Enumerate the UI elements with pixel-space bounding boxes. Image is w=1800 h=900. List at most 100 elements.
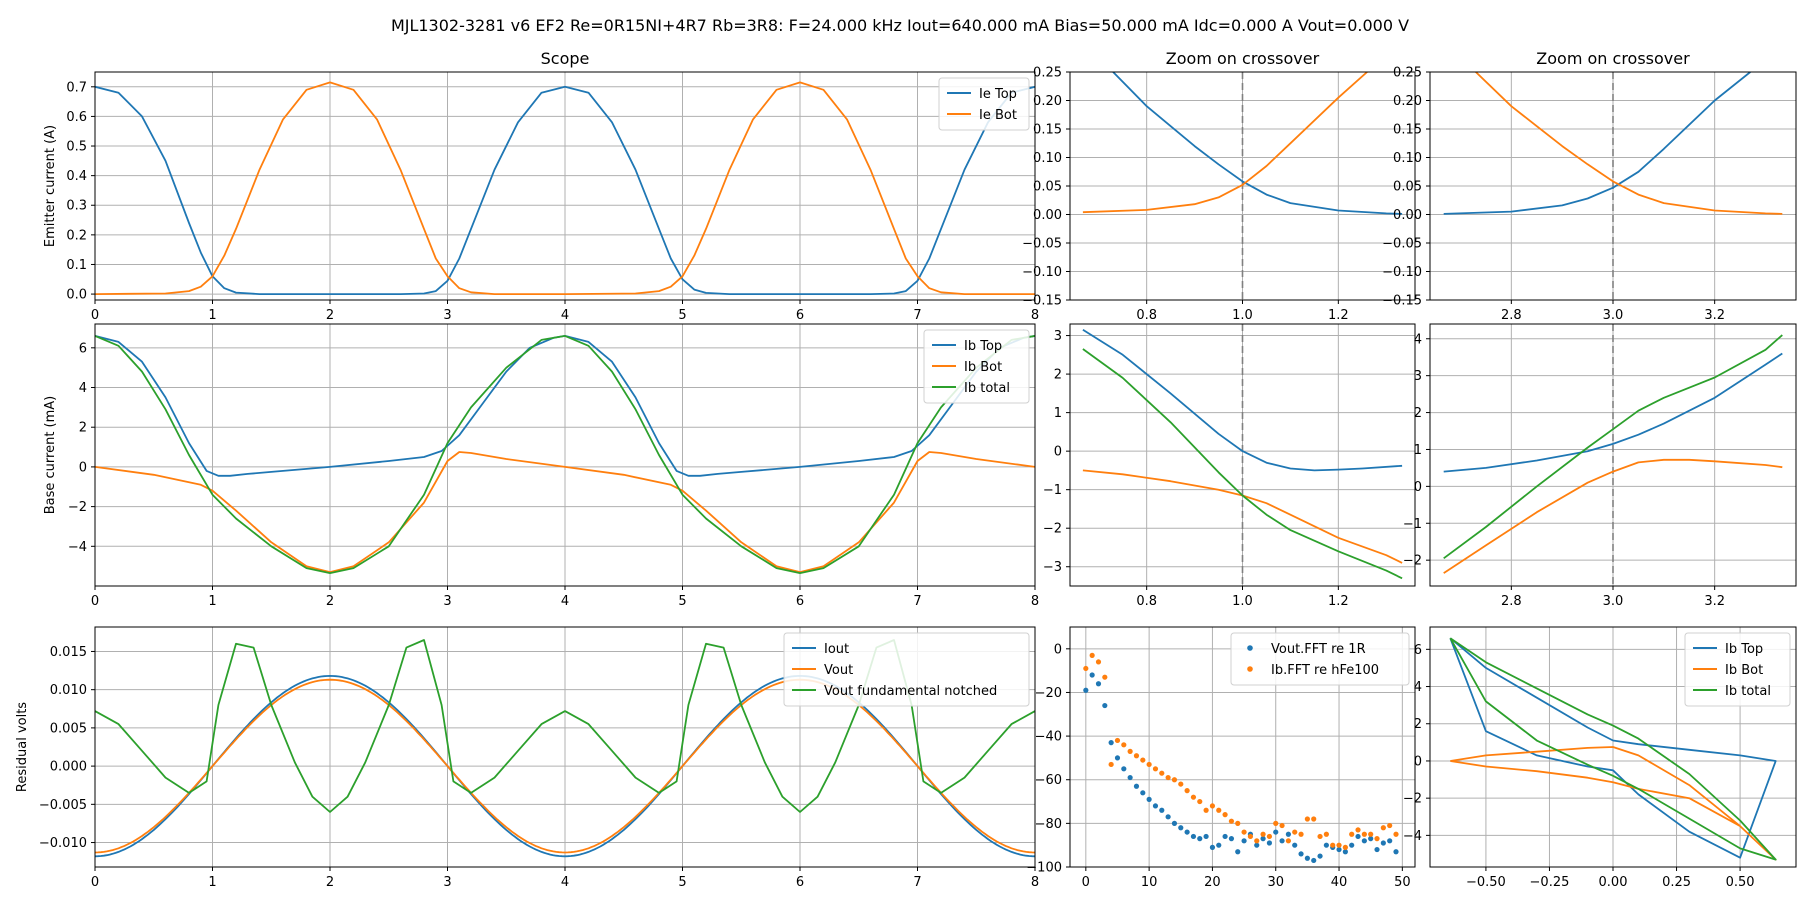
series-ib-fft-re-hfe100-point [1190, 794, 1197, 800]
y-tick-label: 6 [79, 341, 87, 356]
series-ib-fft-re-hfe100-point [1342, 844, 1348, 850]
series-ib-fft-re-hfe100-point [1127, 748, 1133, 754]
series-vout-line [95, 678, 1035, 854]
series-ib-top-line [1449, 637, 1777, 859]
x-tick-label: 10 [1141, 875, 1158, 890]
legend-box [923, 329, 1030, 404]
axes-base-zoom2: 2.8 3.0 3.2 −2 −1 0 1 2 3 4 [1403, 323, 1797, 609]
y-tick-label: −0.005 [39, 798, 87, 813]
y-tick-label: 0.15 [1033, 123, 1062, 138]
series-ib-fft-re-hfe100-point [1374, 836, 1380, 842]
series-ib-fft-re-hfe100-point [1241, 829, 1247, 835]
legend: Iout Vout Vout fundamental notched [783, 632, 1030, 707]
series-ib-fft-re-hfe100-point [1393, 831, 1399, 837]
axes-residual: 0 1 2 3 4 5 6 7 8 −0.010 −0.005 0.000 0.005 0.010 0.01… [15, 626, 1039, 890]
axes-base-scope: 0 1 2 3 4 5 6 7 8 −4 −2 0 2 4 6 Base current (mA) Ib Top… [43, 323, 1039, 609]
series-ie-top-line [95, 85, 1035, 295]
series-ib-fft-re-hfe100-point [1203, 807, 1209, 813]
y-tick-label: −0.010 [39, 836, 87, 851]
legend-entry: Vout.FFT re 1R [1271, 642, 1366, 657]
series-ib-fft-re-hfe100-point [1349, 831, 1355, 837]
y-tick-label: 0.7 [66, 80, 87, 95]
y-tick-label: 2 [1414, 406, 1422, 421]
x-tick-label: 8 [1031, 308, 1039, 323]
x-tick-label: 1.2 [1328, 594, 1349, 609]
series-ib-total-line [1082, 348, 1403, 580]
legend-entry: Vout fundamental notched [824, 684, 997, 699]
series-ib-fft-re-hfe100-point [1152, 766, 1159, 772]
x-tick-label: 5 [678, 875, 686, 890]
x-tick-label: 2 [326, 875, 334, 890]
series-ib-fft-re-hfe100-point [1266, 833, 1273, 840]
x-tick-label: −0.50 [1466, 875, 1506, 890]
series-vout-fft-re-1r-point [1152, 803, 1159, 809]
y-tick-label: 6 [1414, 643, 1422, 658]
series-ie-bot-line [1082, 72, 1368, 214]
x-tick-label: −0.25 [1530, 875, 1570, 890]
series-vout-fft-re-1r-point [1197, 836, 1203, 842]
series-vout-fft-re-1r-point [1216, 842, 1222, 848]
y-tick-label: 1 [1414, 443, 1422, 458]
series-ib-fft-re-hfe100-point [1387, 822, 1393, 829]
series-vout-fft-re-1r-point [1171, 820, 1178, 826]
series-vout-fft-re-1r-point [1368, 836, 1374, 842]
y-tick-label: 0.000 [50, 760, 87, 775]
series-vout-fft-re-1r-point [1102, 702, 1108, 709]
y-tick-label: 0.10 [1033, 151, 1062, 166]
axes-transfer: −0.50 −0.25 0.00 0.25 0.50 −4 −2 0 2 4 6 Ib Top Ib B… [1403, 626, 1797, 890]
series-vout-fft-re-1r-point [1184, 829, 1190, 835]
series-vout-fft-re-1r-point [1292, 842, 1298, 848]
y-tick-label: −2 [1403, 554, 1422, 569]
legend: Ib Top Ib Bot Ib total [1684, 632, 1791, 707]
legend-entry: Ib Bot [1725, 663, 1763, 678]
series-ib-fft-re-hfe100-point [1089, 652, 1095, 658]
y-tick-label: −0.10 [1382, 265, 1422, 280]
y-tick-label: −20 [1035, 686, 1062, 701]
x-tick-label: 0.00 [1599, 875, 1628, 890]
y-tick-label: 0 [1414, 754, 1422, 769]
x-tick-label: 3 [443, 308, 451, 323]
x-tick-label: 40 [1331, 875, 1348, 890]
series-vout-fft-re-1r-point [1241, 838, 1247, 844]
series-ib-fft-re-hfe100-point [1336, 842, 1342, 848]
y-tick-label: 0.5 [66, 140, 87, 155]
x-tick-label: 8 [1031, 875, 1039, 890]
y-tick-label: 0 [1054, 642, 1062, 657]
series-ib-fft-re-hfe100-point [1355, 827, 1361, 833]
series-vout-fft-re-1r-point [1317, 853, 1323, 859]
legend-entry: Iout [824, 642, 849, 657]
y-axis-label: Base current (mA) [43, 396, 58, 515]
series-vout-fft-re-1r-point [1387, 838, 1393, 844]
series-ib-fft-re-hfe100-point [1247, 833, 1254, 840]
series-vout-fft-re-1r-point [1336, 846, 1342, 853]
series-ib-fft-re-hfe100-point [1222, 812, 1228, 818]
x-tick-label: 2.8 [1501, 308, 1522, 323]
y-tick-label: 0.00 [1393, 208, 1422, 223]
y-tick-label: −1 [1403, 517, 1422, 532]
y-tick-label: 0.4 [66, 169, 87, 184]
series-ib-fft-re-hfe100-point [1140, 757, 1146, 763]
x-tick-label: 20 [1204, 875, 1221, 890]
y-tick-label: 0 [1414, 480, 1422, 495]
series-ib-fft-re-hfe100-point [1121, 742, 1127, 748]
x-tick-label: 0.50 [1726, 875, 1755, 890]
series-ib-fft-re-hfe100-point [1273, 820, 1279, 826]
x-tick-label: 3.0 [1603, 308, 1624, 323]
series-vout-fft-re-1r-point [1108, 740, 1114, 746]
series-ib-fft-re-hfe100-point [1254, 838, 1260, 844]
x-tick-label: 30 [1267, 875, 1284, 890]
series-vout-fft-re-1r-point [1083, 687, 1089, 693]
y-tick-label: 0.20 [1033, 94, 1062, 109]
x-tick-label: 2.8 [1501, 594, 1522, 609]
series-vout-fft-re-1r-point [1266, 840, 1273, 846]
y-tick-label: 2 [79, 421, 87, 436]
series-vout-fft-re-1r-point [1304, 855, 1310, 861]
x-tick-label: 0.25 [1662, 875, 1691, 890]
series-ie-bot-line [95, 81, 1035, 295]
y-tick-label: 0.3 [66, 199, 87, 214]
y-tick-label: 0.00 [1033, 208, 1062, 223]
x-tick-label: 1 [208, 594, 216, 609]
y-tick-label: 4 [1414, 332, 1422, 347]
legend-box [1230, 632, 1410, 686]
